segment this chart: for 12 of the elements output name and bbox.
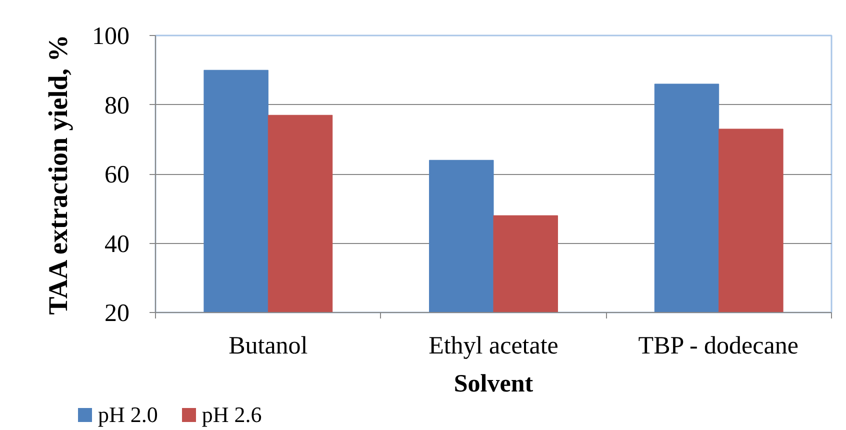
x-axis-title: Solvent: [454, 370, 534, 398]
y-tick-label: 100: [92, 23, 130, 50]
x-tick-label: Ethyl acetate: [428, 332, 558, 360]
legend-label: pH 2.6: [202, 401, 262, 430]
legend-label: pH 2.0: [98, 401, 158, 430]
y-axis-title: TAA extraction yield, %: [43, 34, 73, 315]
x-tick-label: TBP - dodecane: [638, 332, 798, 360]
y-tick-label: 60: [104, 162, 130, 188]
x-tick-label: Butanol: [228, 332, 308, 360]
y-tick-label: 40: [104, 230, 130, 258]
y-tick-label: 80: [104, 92, 130, 120]
y-tick-label: 20: [104, 300, 130, 327]
